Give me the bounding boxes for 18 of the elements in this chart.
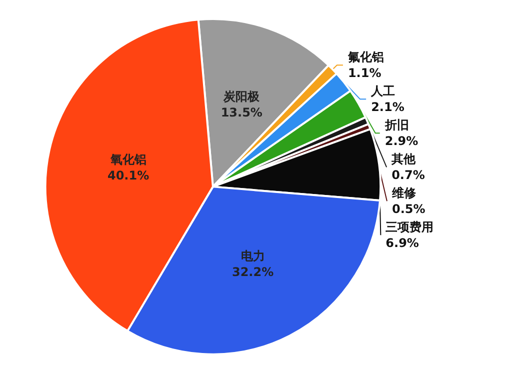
slice-label: 维修 [390, 186, 417, 200]
slice-label: 电力 [240, 248, 265, 263]
slice-label: 氟化铝 [346, 50, 384, 64]
data-label: 1.1% [348, 66, 382, 80]
data-label: 2.1% [371, 100, 404, 114]
slice-label: 人工 [370, 84, 396, 98]
data-label: 2.9% [384, 134, 418, 148]
data-label: 0.5% [392, 202, 426, 216]
slice-label: 其他 [390, 152, 417, 166]
slice-label: 炭阳极 [222, 90, 261, 104]
data-label: 0.7% [392, 168, 425, 182]
data-label: 32.2% [232, 264, 274, 279]
slice-label: 折旧 [384, 118, 409, 132]
slice-label: 三项费用 [386, 220, 434, 234]
data-label: 40.1% [107, 168, 150, 182]
data-label: 13.5% [220, 106, 262, 120]
data-label: 6.9% [386, 236, 419, 250]
slice-label: 氧化铝 [109, 152, 146, 166]
